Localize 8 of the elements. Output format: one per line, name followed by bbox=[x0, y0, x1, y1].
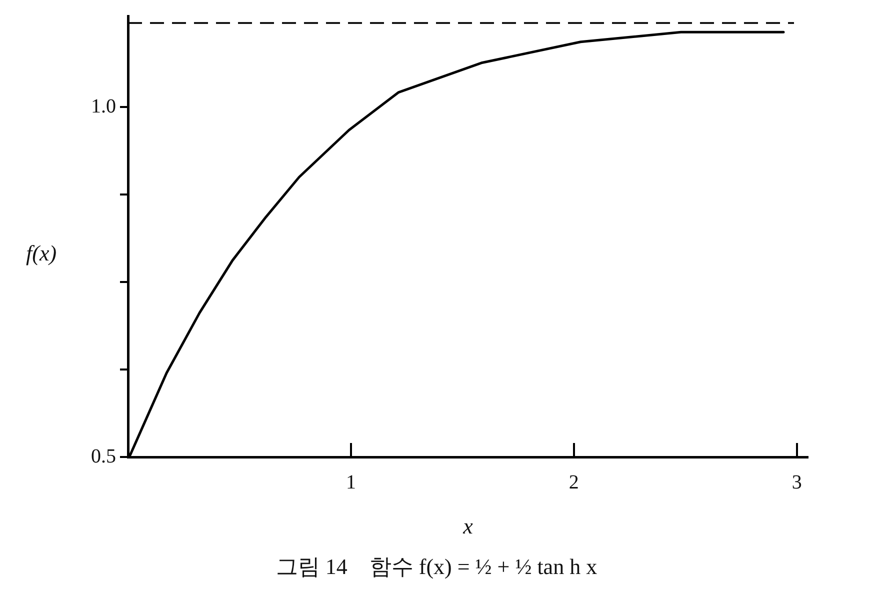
x-tick-label: 2 bbox=[568, 471, 579, 494]
y-tick-label: 1.0 bbox=[91, 95, 116, 118]
text: 그림 14 함수 f(x) = ½ + ½ tan h x bbox=[274, 553, 598, 581]
x-tick-label: 1 bbox=[346, 471, 356, 494]
y-axis-title: f(x) bbox=[26, 240, 57, 266]
x-tick-label: 3 bbox=[792, 471, 802, 494]
y-tick-label: 0.5 bbox=[91, 445, 116, 468]
x-axis-title: x bbox=[462, 514, 474, 539]
